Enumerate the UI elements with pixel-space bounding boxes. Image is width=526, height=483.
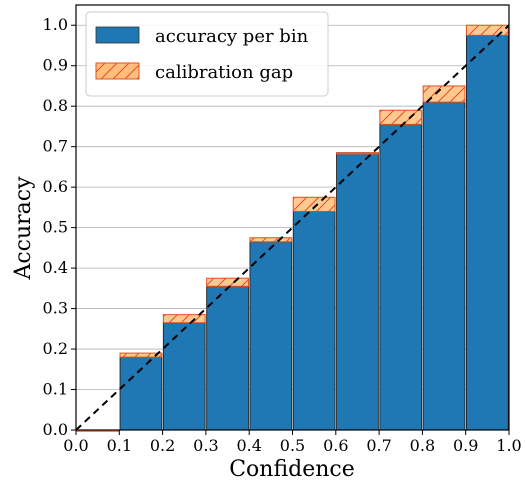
gap-bar-hatch [293,197,336,212]
reference-line [75,24,510,431]
gap-bar-hatch [120,353,162,358]
x-tick-label: 0.8 [410,436,435,455]
y-tick-label: 0.7 [43,137,68,156]
accuracy-bar [249,241,293,431]
legend-label-accuracy: accuracy per bin [155,26,309,47]
y-tick-label: 0.5 [43,218,68,237]
gap-bar-hatch [206,278,249,287]
x-tick-label: 0.7 [366,436,391,455]
gap-bar-hatch [423,85,465,103]
gap-bar-hatch [379,110,422,125]
bars [76,24,509,432]
y-tick-label: 0.9 [43,56,68,75]
x-tick-label: 0.2 [150,436,175,455]
y-axis-title: Accuracy [11,176,36,281]
y-tick-label: 0.6 [43,177,68,196]
y-tick-label: 0.0 [43,420,68,439]
accuracy-bar [379,123,423,431]
x-tick-label: 0.5 [280,436,305,455]
legend-label-gap: calibration gap [155,62,293,83]
tick-labels: 0.0 0.1 0.2 0.3 0.4 0.5 0.6 0.7 0.8 0.9 1.0 0.0 0.1 0… [43,15,522,455]
x-tick-label: 1.0 [496,436,521,455]
x-tick-label: 0.0 [63,436,88,455]
gap-bar-hatch [163,314,206,323]
accuracy-bar [119,356,163,431]
legend: accuracy per bin calibration gap [85,11,329,97]
accuracy-bar [162,322,206,431]
x-tick-label: 0.1 [107,436,132,455]
x-tick-label: 0.6 [323,436,348,455]
y-tick-label: 1.0 [43,15,68,34]
legend-swatch-gap-hatch [96,63,139,79]
accuracy-bar [292,210,336,431]
x-tick-label: 0.3 [193,436,218,455]
y-tick-label: 0.1 [43,380,68,399]
x-tick-label: 0.9 [453,436,478,455]
y-tick-label: 0.8 [43,96,68,115]
y-tick-label: 0.4 [43,258,68,277]
gap-bar-hatch [336,152,379,154]
x-axis-title: Confidence [229,457,355,482]
y-tick-label: 0.3 [43,299,68,318]
perfect-calibration-line [75,24,510,431]
y-tick-label: 0.2 [43,339,68,358]
gap-bar-hatch [466,25,509,36]
accuracy-bar [466,34,509,431]
x-tick-label: 0.4 [236,436,261,455]
gap-bar-hatch [249,237,292,242]
accuracy-bar [206,285,249,431]
accuracy-bar [422,101,466,431]
legend-swatch-accuracy [95,26,140,44]
legend-box [85,11,329,97]
accuracy-bar [336,152,379,431]
